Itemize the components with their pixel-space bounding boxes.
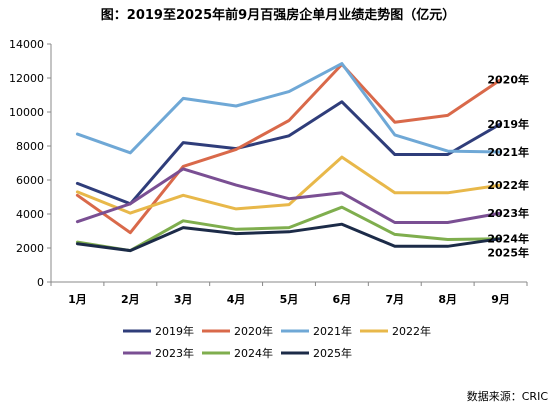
y-tick-label: 4000 — [16, 208, 44, 221]
series-end-label: 2019年 — [487, 117, 529, 131]
series-end-label: 2025年 — [487, 246, 529, 260]
y-tick-label: 8000 — [16, 140, 44, 153]
legend-label: 2023年 — [155, 346, 194, 360]
y-tick-label: 6000 — [16, 174, 44, 187]
source-note: 数据来源：CRIC — [467, 389, 549, 403]
plot-area — [75, 62, 503, 253]
series-line-2020年 — [75, 62, 503, 235]
x-tick-label: 3月 — [174, 293, 193, 306]
series-end-label: 2020年 — [487, 73, 529, 87]
legend-label: 2022年 — [392, 324, 431, 338]
x-tick-label: 4月 — [227, 293, 246, 306]
y-tick-label: 0 — [37, 276, 44, 289]
series-line-2025年 — [75, 222, 503, 253]
legend-label: 2021年 — [313, 324, 352, 338]
legend-label: 2025年 — [313, 346, 352, 360]
series-line-2022年 — [75, 155, 503, 215]
x-tick-label: 1月 — [68, 293, 87, 306]
legend: 2019年 2020年 2021年 2022年 2023年 2024年 2025年 — [123, 324, 431, 360]
chart-title: 图：2019至2025年前9月百强房企单月业绩走势图（亿元） — [101, 7, 455, 23]
y-tick-label: 14000 — [9, 38, 44, 51]
legend-label: 2020年 — [234, 324, 273, 338]
series-line-2019年 — [75, 100, 503, 206]
series-end-label: 2023年 — [487, 206, 529, 220]
series-line-2021年 — [75, 62, 503, 155]
x-tick-label: 7月 — [385, 293, 404, 306]
x-tick-label: 8月 — [438, 293, 457, 306]
y-axis: 0 2000 4000 6000 8000 10000 12000 14000 — [9, 38, 52, 289]
legend-label: 2024年 — [234, 346, 273, 360]
x-tick-label: 6月 — [333, 293, 352, 306]
x-tick-label: 5月 — [280, 293, 299, 306]
x-tick-label: 9月 — [491, 293, 510, 306]
y-tick-label: 10000 — [9, 106, 44, 119]
y-tick-label: 2000 — [16, 242, 44, 255]
x-tick-label: 2月 — [121, 293, 140, 306]
series-end-label: 2024年 — [487, 232, 529, 246]
series-line-2024年 — [75, 205, 503, 253]
series-end-label: 2022年 — [487, 178, 529, 192]
x-axis: 1月 2月 3月 4月 5月 6月 7月 8月 9月 — [50, 281, 528, 306]
legend-label: 2019年 — [155, 324, 194, 338]
y-tick-label: 12000 — [9, 72, 44, 85]
series-line-2023年 — [75, 167, 503, 224]
series-end-label: 2021年 — [487, 145, 529, 159]
